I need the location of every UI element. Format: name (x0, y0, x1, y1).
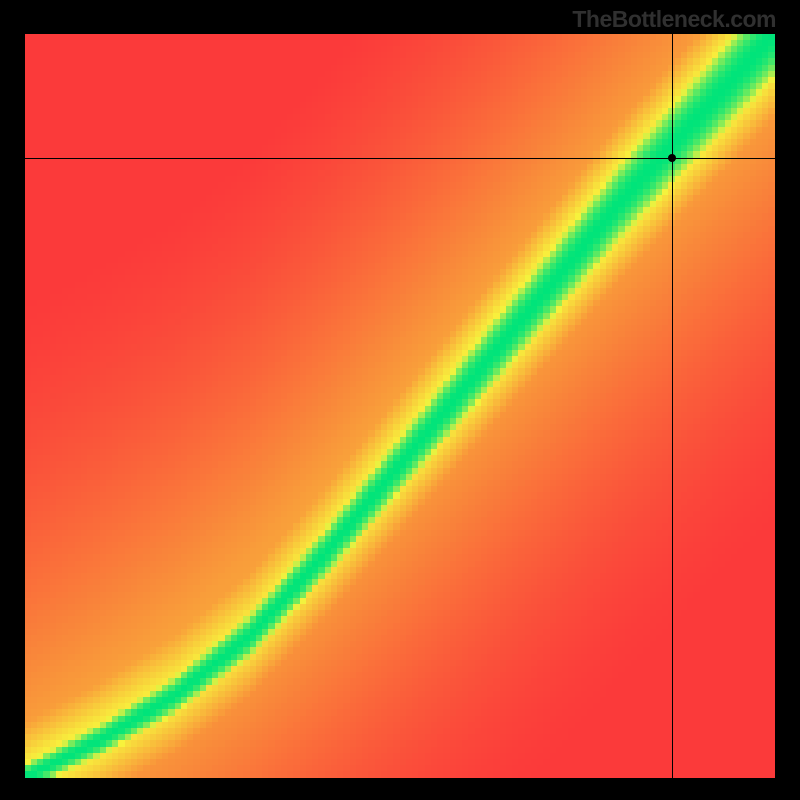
heatmap-plot (25, 34, 775, 778)
watermark-text: TheBottleneck.com (572, 6, 776, 33)
chart-container: TheBottleneck.com (0, 0, 800, 800)
crosshair-marker (668, 154, 676, 162)
heatmap-canvas (25, 34, 775, 778)
crosshair-horizontal (25, 158, 775, 159)
crosshair-vertical (672, 34, 673, 778)
